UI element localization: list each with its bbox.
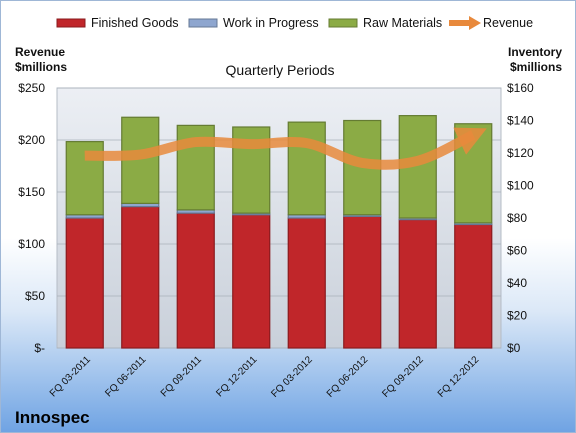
left-tick-label: $- [34, 341, 45, 355]
legend-item: Finished Goods [56, 16, 179, 30]
left-tick-label: $250 [18, 81, 45, 95]
legend-item: Raw Materials [328, 16, 442, 30]
bar-finished-goods [398, 219, 437, 349]
revenue-series-line [84, 127, 487, 170]
legend-label: Work in Progress [223, 16, 319, 30]
bar-finished-goods [454, 223, 493, 349]
x-tick-label: FQ 09-2012 [380, 354, 426, 400]
right-axis-ticks: $0 $20 $40 $60 $80 $100 $120 $140 $160 [507, 81, 534, 355]
left-tick-label: $150 [18, 185, 45, 199]
bars [65, 115, 493, 349]
x-axis-ticks: FQ 03-2011 FQ 06-2011 FQ 09-2011 FQ 12-2011… [48, 354, 482, 400]
x-tick-label: FQ 12-2012 [436, 354, 482, 400]
legend-swatch [188, 18, 218, 28]
right-tick-label: $140 [507, 114, 534, 128]
bar-finished-goods [343, 215, 382, 349]
x-tick-label: FQ 06-2011 [103, 354, 148, 399]
right-tick-label: $80 [507, 211, 527, 225]
legend: Finished Goods Work in Progress Raw Materi… [56, 16, 533, 30]
x-tick-label: FQ 03-2011 [48, 354, 93, 399]
right-tick-label: $160 [507, 81, 534, 95]
right-tick-label: $60 [507, 244, 527, 258]
legend-label: Raw Materials [363, 16, 442, 30]
right-axis-label-line2: $millions [510, 60, 562, 74]
right-tick-label: $40 [507, 276, 527, 290]
bar-finished-goods [232, 214, 271, 349]
left-axis-label-line1: Revenue [15, 45, 65, 59]
legend-item: Revenue [449, 16, 533, 30]
legend-item: Work in Progress [188, 16, 319, 30]
right-tick-label: $20 [507, 309, 527, 323]
x-tick-label: FQ 03-2012 [269, 354, 315, 400]
left-axis-label-line2: $millions [15, 60, 67, 74]
left-tick-label: $100 [18, 237, 45, 251]
company-name: Innospec [15, 408, 90, 427]
right-tick-label: $0 [507, 341, 521, 355]
bar-finished-goods [121, 206, 160, 349]
chart-title: Quarterly Periods [226, 62, 335, 78]
legend-label: Finished Goods [91, 16, 179, 30]
bar-finished-goods [176, 212, 215, 349]
legend-arrow-icon [469, 16, 481, 30]
right-tick-label: $120 [507, 146, 534, 160]
bar-raw-materials [287, 121, 326, 216]
left-tick-label: $50 [25, 289, 45, 303]
x-tick-label: FQ 12-2011 [214, 354, 259, 399]
legend-swatch [56, 18, 86, 28]
right-axis-label-line1: Inventory [508, 45, 562, 59]
legend-label: Revenue [483, 16, 533, 30]
x-tick-label: FQ 06-2012 [325, 354, 371, 400]
x-tick-label: FQ 09-2011 [159, 354, 204, 399]
left-tick-label: $200 [18, 133, 45, 147]
legend-swatch [328, 18, 358, 28]
right-tick-label: $100 [507, 179, 534, 193]
bar-finished-goods [287, 217, 326, 349]
bar-finished-goods [65, 217, 104, 349]
left-axis-ticks: $- $50 $100 $150 $200 $250 [18, 81, 45, 355]
revenue-line [84, 127, 487, 170]
